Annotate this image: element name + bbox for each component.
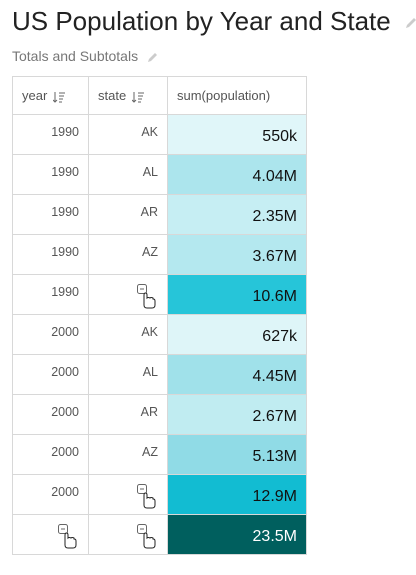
state-cell: AK [88,114,168,155]
cell-text: 1990 [51,285,79,299]
header-row: year state sum(population) [12,76,307,115]
table-row: 2000 AR 2.67M [12,394,307,435]
value-cell: 4.04M [167,154,307,195]
value-cell: 12.9M [167,474,307,515]
value-cell: 5.13M [167,434,307,475]
value-cell: 627k [167,314,307,355]
cell-text: AR [140,205,158,219]
value-cell: 3.67M [167,234,307,275]
table-body: 1990 AK 550k 1990 AL 4.04M 1990 AR 2.35M 1990 AZ 3.… [12,114,307,555]
cell-text: 3.67M [252,248,297,265]
value-cell: 10.6M [167,274,307,315]
year-cell: 1990 [12,194,89,235]
cell-text: AZ [142,445,158,459]
year-cell: 2000 [12,434,89,475]
table-row: 2000 AK 627k [12,314,307,355]
state-cell: AR [88,194,168,235]
cell-text: 4.45M [252,368,297,385]
state-cell: AL [88,154,168,195]
cell-text: 23.5M [252,528,297,545]
state-cell [88,474,168,515]
edit-icon[interactable] [404,16,416,30]
column-header-text: state [98,88,127,103]
cell-text: 1990 [51,245,79,259]
table-row: 1990 AL 4.04M [12,154,307,195]
column-header[interactable]: year [12,76,89,115]
state-cell: AK [88,314,168,355]
year-cell: 2000 [12,474,89,515]
state-cell: AZ [88,434,168,475]
cell-text: 2000 [51,445,79,459]
year-cell: 1990 [12,274,89,315]
year-cell: 1990 [12,234,89,275]
value-cell: 2.35M [167,194,307,235]
year-cell: 2000 [12,394,89,435]
cell-text: 2000 [51,405,79,419]
cell-text: AK [141,125,158,139]
year-cell: 2000 [12,354,89,395]
year-cell [12,514,89,555]
table-row: 1990 AK 550k [12,114,307,155]
table-row: 2000 AZ 5.13M [12,434,307,475]
title: US Population by Year and State [12,6,416,37]
title-text: US Population by Year and State [12,6,391,36]
cell-text: 2000 [51,365,79,379]
cell-text: AR [140,405,158,419]
subtitle-text: Totals and Subtotals [12,48,139,64]
state-cell: AL [88,354,168,395]
collapse-icon[interactable] [57,523,79,549]
cell-text: 2000 [51,325,79,339]
cell-text: AL [142,165,158,179]
column-header-text: year [22,88,48,103]
state-cell [88,514,168,555]
collapse-icon[interactable] [136,523,158,549]
value-cell: 2.67M [167,394,307,435]
year-cell: 2000 [12,314,89,355]
value-cell: 23.5M [167,514,307,555]
cell-text: AK [141,325,158,339]
value-cell: 550k [167,114,307,155]
value-cell: 4.45M [167,354,307,395]
year-cell: 1990 [12,114,89,155]
cell-text: 1990 [51,165,79,179]
column-header-text: sum(population) [177,88,271,103]
collapse-icon[interactable] [136,283,158,309]
cell-text: AZ [142,245,158,259]
cell-text: 2.67M [252,408,297,425]
table-row: 2000 AL 4.45M [12,354,307,395]
cell-text: 10.6M [252,288,297,305]
state-cell: AZ [88,234,168,275]
year-cell: 1990 [12,154,89,195]
sort-icon[interactable] [131,91,145,103]
column-header[interactable]: state [88,76,168,115]
table-row: 2000 12.9M [12,474,307,515]
subtitle: Totals and Subtotals [12,48,159,64]
table-row: 1990 10.6M [12,274,307,315]
cell-text: 627k [262,328,297,345]
sort-icon[interactable] [52,91,66,103]
cell-text: 5.13M [252,448,297,465]
cell-text: 1990 [51,205,79,219]
table-row: 1990 AZ 3.67M [12,234,307,275]
table-row: 23.5M [12,514,307,555]
state-cell: AR [88,394,168,435]
edit-icon[interactable] [147,51,159,63]
cell-text: 4.04M [252,168,297,185]
cell-text: 2.35M [252,208,297,225]
cell-text: 1990 [51,125,79,139]
pivot-table: year state sum(population) 1990 AK 550k 1990 A… [12,76,307,555]
cell-text: 12.9M [252,488,297,505]
column-header[interactable]: sum(population) [167,76,307,115]
table-row: 1990 AR 2.35M [12,194,307,235]
state-cell [88,274,168,315]
collapse-icon[interactable] [136,483,158,509]
cell-text: 550k [262,128,297,145]
cell-text: AL [142,365,158,379]
cell-text: 2000 [51,485,79,499]
